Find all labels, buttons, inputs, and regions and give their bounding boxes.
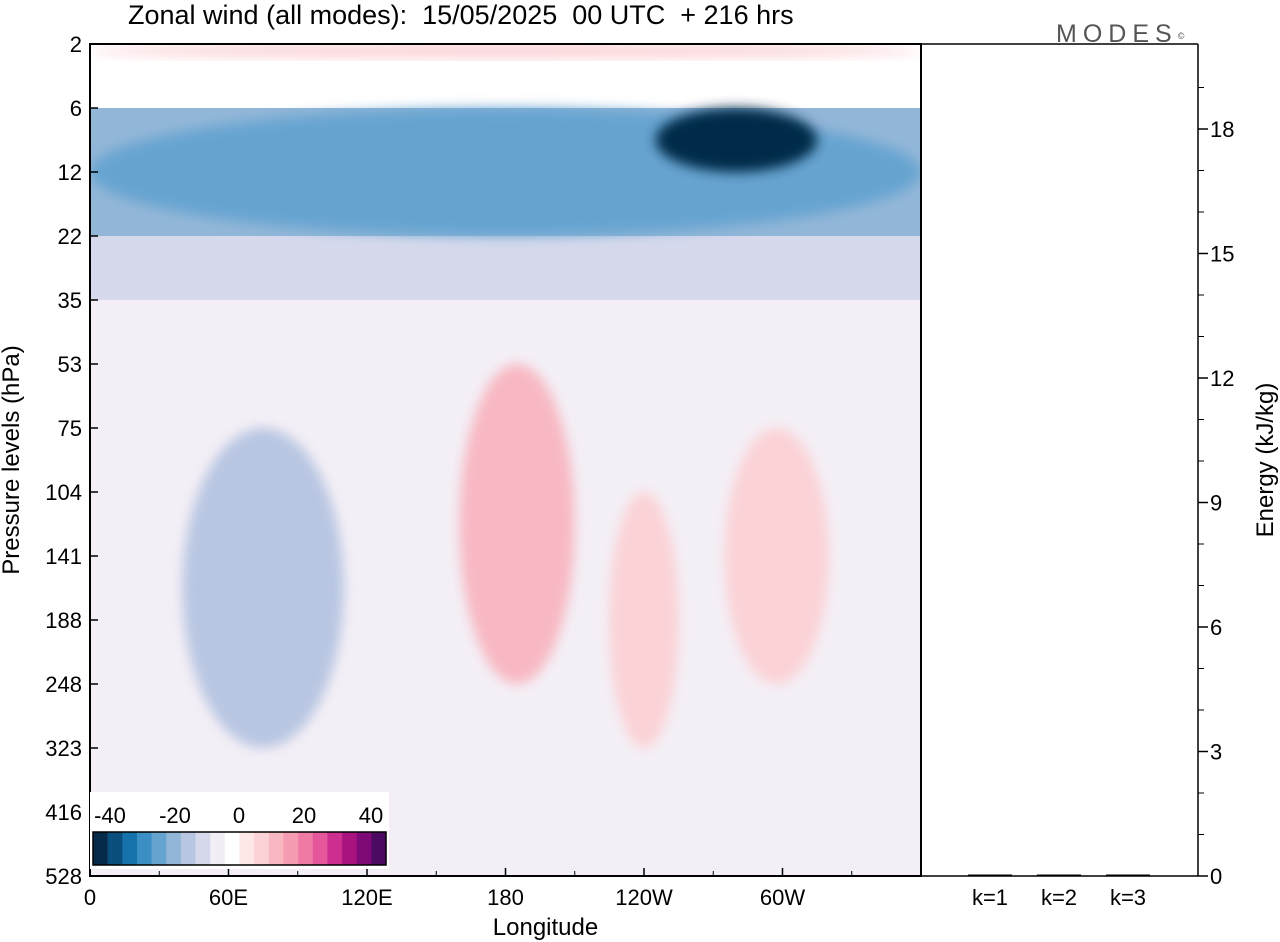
colorbar-tick-label: 20 [292,803,316,828]
colorbar-tick-label: -40 [94,803,126,828]
x-tick-label: 180 [487,885,524,910]
copyright-mark: © [1177,31,1185,41]
energy-tick-label: 18 [1210,117,1234,142]
field-feature [609,492,679,748]
colorbar-swatch [93,832,108,865]
colorbar: -40 -20 0 20 40 [90,792,389,869]
y-tick-label: 323 [45,736,82,761]
x-axis-label: Longitude [493,914,598,941]
energy-tick-label: 12 [1210,366,1234,391]
colorbar-swatch [298,832,314,865]
x-tick-label: 60E [209,885,248,910]
colorbar-swatch [166,832,182,865]
y-tick-label: 53 [58,352,82,377]
y-tick-label: 188 [45,608,82,633]
y-tick-label: 22 [58,224,82,249]
colorbar-swatch [239,832,255,865]
energy-bars: k=1 k=2 k=3 [968,874,1150,910]
axes-layer: 0 60E 120E 180 120W 60WLongitude2612223553751… [0,32,1279,941]
y-tick-label: 12 [58,160,82,185]
energy-tick-label: 3 [1210,740,1222,765]
logo-text: MODES [1056,20,1178,48]
colorbar-frame [92,831,387,866]
energy-tick-label: 9 [1210,491,1222,516]
energy-tick-label: 0 [1210,864,1222,889]
energy-bar-label: k=1 [972,885,1008,910]
y-tick-label: 416 [45,800,82,825]
modes-logo: MODES© [1056,21,1184,47]
colorbar-swatch [195,832,211,865]
x-tick-label: 60W [760,885,805,910]
colorbar-tick-label: 0 [233,803,245,828]
energy-axis-label: Energy (kJ/kg) [1252,383,1279,538]
y-tick-label: 2 [70,32,82,57]
y-tick-label: 35 [58,288,82,313]
energy-bar-label: k=3 [1110,885,1146,910]
energy-bar [968,874,1012,876]
colorbar-swatch [312,832,328,865]
y-tick-label: 528 [45,864,82,889]
colorbar-swatch [136,832,152,865]
field-feature [724,428,829,684]
chart-title: Zonal wind (all modes): 15/05/2025 00 UT… [128,0,794,30]
colorbar-swatch [107,832,123,865]
colorbar-tick-label: 40 [359,803,383,828]
y-tick-label: 104 [45,480,82,505]
y-axis-label: Pressure levels (hPa) [0,345,25,574]
colorbar-swatch [283,832,299,865]
colorbar-swatch [210,832,226,865]
energy-bar-label: k=2 [1041,885,1077,910]
energy-tick-label: 6 [1210,615,1222,640]
y-tick-label: 141 [45,544,82,569]
energy-bar [1037,874,1081,876]
field-feature [182,428,344,748]
energy-tick-label: 15 [1210,242,1234,267]
y-tick-label: 6 [70,96,82,121]
colorbar-swatch [268,832,284,865]
field-feature [655,108,818,172]
colorbar-swatch [356,832,372,865]
colorbar-swatch [122,832,138,865]
x-tick-label: 0 [84,885,96,910]
energy-bar [1106,874,1150,876]
field-feature [459,364,575,684]
y-tick-label: 248 [45,672,82,697]
wind-field [90,44,921,876]
y-tick-label: 75 [58,416,82,441]
colorbar-swatch [180,832,196,865]
colorbar-swatch [224,832,240,865]
colorbar-swatch [327,832,343,865]
colorbar-swatch [254,832,270,865]
x-tick-label: 120E [341,885,392,910]
colorbar-swatch [342,832,357,865]
colorbar-swatch [371,832,387,865]
colorbar-tick-label: -20 [159,803,191,828]
x-tick-label: 120W [615,885,673,910]
field-feature [90,44,921,58]
colorbar-swatch [151,832,167,865]
